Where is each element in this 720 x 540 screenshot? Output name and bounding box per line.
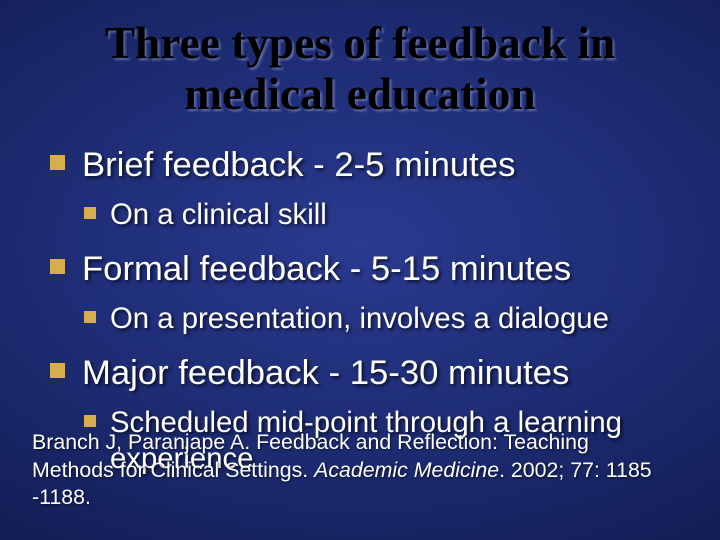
list-item: On a clinical skill (82, 197, 672, 234)
slide-title: Three types of feedback in medical educa… (48, 18, 672, 120)
list-item: Formal feedback - 5-15 minutes On a pres… (48, 248, 672, 338)
list-item-text: On a presentation, involves a dialogue (110, 302, 609, 335)
list-item-text: Major feedback - 15-30 minutes (82, 354, 569, 392)
bullet-list-level-2: On a clinical skill (82, 197, 672, 234)
list-item: On a presentation, involves a dialogue (82, 301, 672, 338)
citation-journal: Academic Medicine (314, 458, 499, 482)
list-item-text: On a clinical skill (110, 198, 327, 231)
title-line-2: medical education (184, 69, 535, 119)
title-line-1: Three types of feedback in (105, 18, 615, 68)
citation: Branch J, Paranjape A. Feedback and Refl… (32, 429, 672, 512)
list-item-text: Formal feedback - 5-15 minutes (82, 250, 571, 288)
bullet-list-level-2: On a presentation, involves a dialogue (82, 301, 672, 338)
list-item-text: Brief feedback - 2-5 minutes (82, 146, 515, 184)
slide: Three types of feedback in medical educa… (0, 0, 720, 540)
list-item: Brief feedback - 2-5 minutes On a clinic… (48, 144, 672, 234)
